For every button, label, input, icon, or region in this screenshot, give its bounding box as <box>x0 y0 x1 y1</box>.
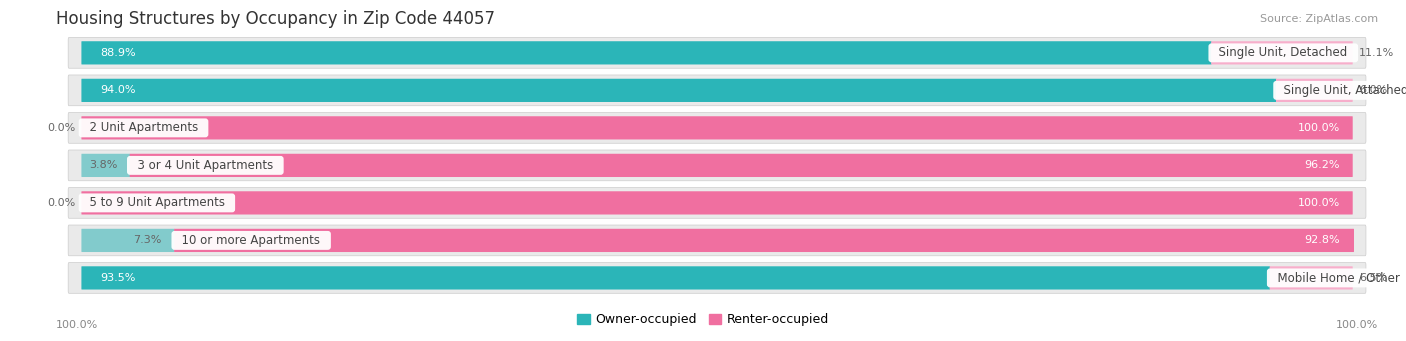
Text: 0.0%: 0.0% <box>46 198 76 208</box>
Text: 3 or 4 Unit Apartments: 3 or 4 Unit Apartments <box>129 159 281 172</box>
FancyBboxPatch shape <box>1277 79 1353 102</box>
Text: Single Unit, Attached: Single Unit, Attached <box>1277 84 1406 97</box>
FancyBboxPatch shape <box>67 75 1367 106</box>
Text: 6.0%: 6.0% <box>1358 85 1388 95</box>
Text: 94.0%: 94.0% <box>101 85 136 95</box>
FancyBboxPatch shape <box>67 38 1367 68</box>
FancyBboxPatch shape <box>82 266 1270 290</box>
Text: 100.0%: 100.0% <box>1336 321 1378 330</box>
FancyBboxPatch shape <box>82 229 1353 252</box>
Text: Mobile Home / Other: Mobile Home / Other <box>1270 271 1406 284</box>
FancyBboxPatch shape <box>1211 41 1353 64</box>
FancyBboxPatch shape <box>82 79 1277 102</box>
FancyBboxPatch shape <box>82 229 174 252</box>
Text: 5 to 9 Unit Apartments: 5 to 9 Unit Apartments <box>82 196 232 209</box>
Text: 96.2%: 96.2% <box>1305 160 1340 170</box>
Text: 2 Unit Apartments: 2 Unit Apartments <box>82 121 205 134</box>
FancyBboxPatch shape <box>67 188 1367 218</box>
FancyBboxPatch shape <box>174 229 1354 252</box>
Text: Single Unit, Detached: Single Unit, Detached <box>1212 46 1355 59</box>
Text: 7.3%: 7.3% <box>134 235 162 246</box>
Text: 11.1%: 11.1% <box>1358 48 1395 58</box>
Text: 0.0%: 0.0% <box>46 123 76 133</box>
Text: 92.8%: 92.8% <box>1305 235 1340 246</box>
Text: 100.0%: 100.0% <box>1298 198 1340 208</box>
Text: 100.0%: 100.0% <box>56 321 98 330</box>
FancyBboxPatch shape <box>129 154 1353 177</box>
Text: Housing Structures by Occupancy in Zip Code 44057: Housing Structures by Occupancy in Zip C… <box>56 10 495 28</box>
FancyBboxPatch shape <box>67 150 1367 181</box>
FancyBboxPatch shape <box>82 266 1353 290</box>
FancyBboxPatch shape <box>82 41 1212 64</box>
Text: 93.5%: 93.5% <box>101 273 136 283</box>
FancyBboxPatch shape <box>82 116 1353 139</box>
FancyBboxPatch shape <box>82 79 1353 102</box>
Text: Source: ZipAtlas.com: Source: ZipAtlas.com <box>1260 14 1378 24</box>
FancyBboxPatch shape <box>67 225 1367 256</box>
FancyBboxPatch shape <box>82 41 1353 64</box>
FancyBboxPatch shape <box>82 191 1353 214</box>
FancyBboxPatch shape <box>82 154 1353 177</box>
Text: 100.0%: 100.0% <box>1298 123 1340 133</box>
Text: 3.8%: 3.8% <box>89 160 117 170</box>
Text: 88.9%: 88.9% <box>101 48 136 58</box>
Text: 6.5%: 6.5% <box>1358 273 1388 283</box>
FancyBboxPatch shape <box>1270 266 1353 290</box>
FancyBboxPatch shape <box>67 263 1367 293</box>
FancyBboxPatch shape <box>82 154 131 177</box>
FancyBboxPatch shape <box>67 113 1367 143</box>
Legend: Owner-occupied, Renter-occupied: Owner-occupied, Renter-occupied <box>572 308 834 331</box>
Text: 10 or more Apartments: 10 or more Apartments <box>174 234 328 247</box>
FancyBboxPatch shape <box>82 116 1353 139</box>
FancyBboxPatch shape <box>82 191 1353 214</box>
